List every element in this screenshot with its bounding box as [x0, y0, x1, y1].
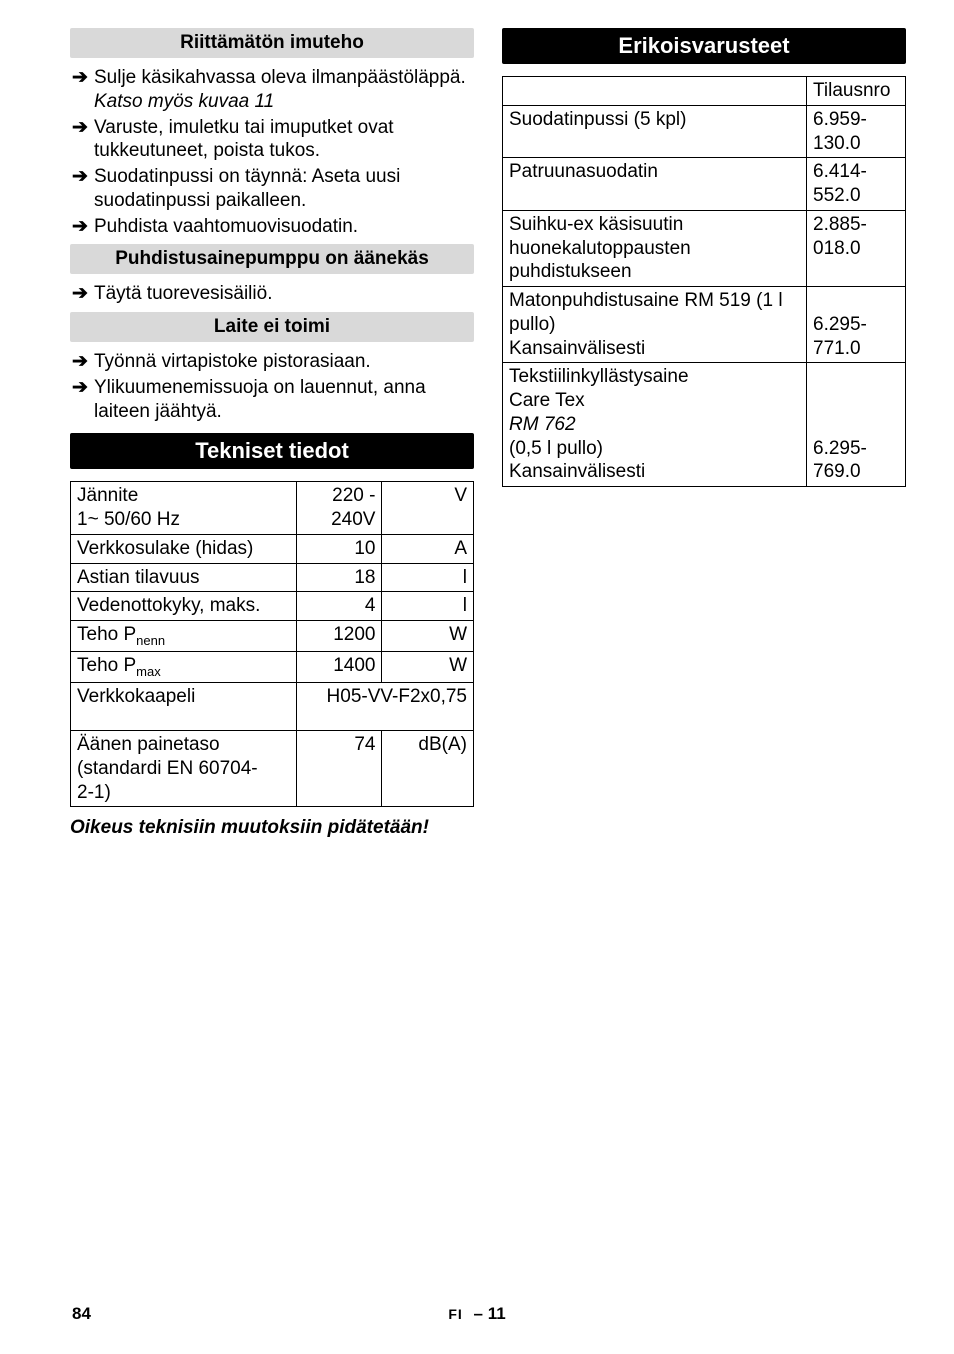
arrow-icon: ➔ [70, 165, 94, 189]
table-row: Tekstiilinkyllästysaine Care Tex RM 762 … [503, 363, 906, 487]
footer-lang: FI [448, 1306, 462, 1322]
bullet-text: Täytä tuorevesisäiliö. [94, 282, 474, 306]
cell: Matonpuhdistusaine RM 519 (1 l pullo) Ka… [503, 287, 807, 363]
text: Kansainvälisesti [509, 338, 645, 359]
cell: 18 [297, 563, 382, 592]
cell: 6.295-769.0 [807, 363, 906, 487]
heading-not-working: Laite ei toimi [70, 312, 474, 342]
text: Tekstiilinkyllästysaine [509, 366, 689, 387]
heading-pump-noisy: Puhdistusainepumppu on äänekäs [70, 244, 474, 274]
cell: 74 [297, 731, 382, 807]
cell: 6.295-771.0 [807, 287, 906, 363]
cell: 1400 [297, 652, 382, 683]
cell: l [382, 592, 474, 621]
text-italic: RM 762 [509, 414, 576, 435]
bullet-text: Työnnä virtapistoke pistorasiaan. [94, 350, 474, 374]
cell: Jännite [77, 485, 138, 506]
text: Sulje käsikahvassa oleva ilmanpäästöläpp… [94, 67, 466, 88]
cell: Tekstiilinkyllästysaine Care Tex RM 762 … [503, 363, 807, 487]
cell: 6.414-552.0 [807, 158, 906, 211]
bullet-text: Varuste, imuletku tai imuputket ovat tuk… [94, 116, 474, 164]
text: Matonpuhdistusaine RM 519 (1 l pullo) [509, 290, 783, 335]
table-row: Jännite 1~ 50/60 Hz 220 - 240V V [71, 482, 474, 535]
bullet-block-1: ➔ Sulje käsikahvassa oleva ilmanpäästölä… [70, 66, 474, 238]
cell: 10 [297, 534, 382, 563]
cell: Tilausnro [807, 77, 906, 106]
cell: Verkkokaapeli [71, 683, 297, 731]
text: (0,5 l pullo) [509, 438, 603, 459]
cell: Suihku-ex käsisuutin huonekalutoppausten… [503, 210, 807, 286]
table-row: Teho Pmax 1400 W [71, 652, 474, 683]
text: Care Tex [509, 390, 585, 411]
heading-insufficient-suction: Riittämätön imuteho [70, 28, 474, 58]
cell: (standardi EN 60704- [77, 758, 258, 779]
text: Kansainvälisesti [509, 461, 645, 482]
cell: dB(A) [382, 731, 474, 807]
cell: Verkkosulake (hidas) [71, 534, 297, 563]
cell: Äänen painetaso [77, 734, 220, 755]
cell: nenn [136, 633, 165, 648]
cell: 240V [331, 509, 375, 530]
bullet-text: Puhdista vaahtomuovisuodatin. [94, 215, 474, 239]
footer-sub: – 11 [474, 1304, 506, 1323]
table-row: Suodatinpussi (5 kpl) 6.959-130.0 [503, 105, 906, 158]
cell-empty [503, 77, 807, 106]
text-italic: Katso myös kuvaa 11 [94, 91, 274, 112]
arrow-icon: ➔ [70, 282, 94, 306]
cell: V [382, 482, 474, 535]
cell: H05-VV-F2x0,75 [297, 683, 474, 731]
heading-tech-data: Tekniset tiedot [70, 433, 474, 469]
cell: 1~ 50/60 Hz [77, 509, 180, 530]
cell: 2-1) [77, 782, 111, 803]
arrow-icon: ➔ [70, 376, 94, 400]
arrow-icon: ➔ [70, 215, 94, 239]
cell: Suodatinpussi (5 kpl) [503, 105, 807, 158]
cell: 4 [297, 592, 382, 621]
cell: 2.885-018.0 [807, 210, 906, 286]
arrow-icon: ➔ [70, 116, 94, 140]
bullet-block-3: ➔ Työnnä virtapistoke pistorasiaan. ➔ Yl… [70, 350, 474, 423]
page-number: 84 [72, 1304, 91, 1324]
bullet-text: Ylikuumenemissuoja on lauennut, anna lai… [94, 376, 474, 424]
accessories-table: Tilausnro Suodatinpussi (5 kpl) 6.959-13… [502, 76, 906, 487]
table-row: Tilausnro [503, 77, 906, 106]
cell: 220 - [332, 485, 375, 506]
cell: Teho P [77, 655, 136, 676]
table-row: Verkkosulake (hidas) 10 A [71, 534, 474, 563]
cell: Patruunasuodatin [503, 158, 807, 211]
cell: l [382, 563, 474, 592]
spec-table: Jännite 1~ 50/60 Hz 220 - 240V V Verkkosul… [70, 481, 474, 807]
bullet-text: Suodatinpussi on täynnä: Aseta uusi suod… [94, 165, 474, 213]
cell: 6.959-130.0 [807, 105, 906, 158]
table-row: Verkkokaapeli H05-VV-F2x0,75 [71, 683, 474, 731]
table-row: Patruunasuodatin 6.414-552.0 [503, 158, 906, 211]
table-row: Vedenottokyky, maks. 4 l [71, 592, 474, 621]
cell: A [382, 534, 474, 563]
cell: Astian tilavuus [71, 563, 297, 592]
cell: Teho P [77, 624, 136, 645]
footer: 84 FI – 11 [0, 1304, 954, 1324]
table-row: Teho Pnenn 1200 W [71, 621, 474, 652]
table-row: Suihku-ex käsisuutin huonekalutoppausten… [503, 210, 906, 286]
cell: Vedenottokyky, maks. [71, 592, 297, 621]
arrow-icon: ➔ [70, 66, 94, 90]
cell: 1200 [297, 621, 382, 652]
cell: max [136, 664, 161, 679]
table-row: Matonpuhdistusaine RM 519 (1 l pullo) Ka… [503, 287, 906, 363]
table-row: Äänen painetaso(standardi EN 60704-2-1) … [71, 731, 474, 807]
heading-accessories: Erikoisvarusteet [502, 28, 906, 64]
cell: W [382, 652, 474, 683]
footnote: Oikeus teknisiin muutoksiin pidätetään! [70, 817, 474, 839]
arrow-icon: ➔ [70, 350, 94, 374]
cell: W [382, 621, 474, 652]
table-row: Astian tilavuus 18 l [71, 563, 474, 592]
bullet-text: Sulje käsikahvassa oleva ilmanpäästöläpp… [94, 66, 474, 114]
bullet-block-2: ➔ Täytä tuorevesisäiliö. [70, 282, 474, 306]
